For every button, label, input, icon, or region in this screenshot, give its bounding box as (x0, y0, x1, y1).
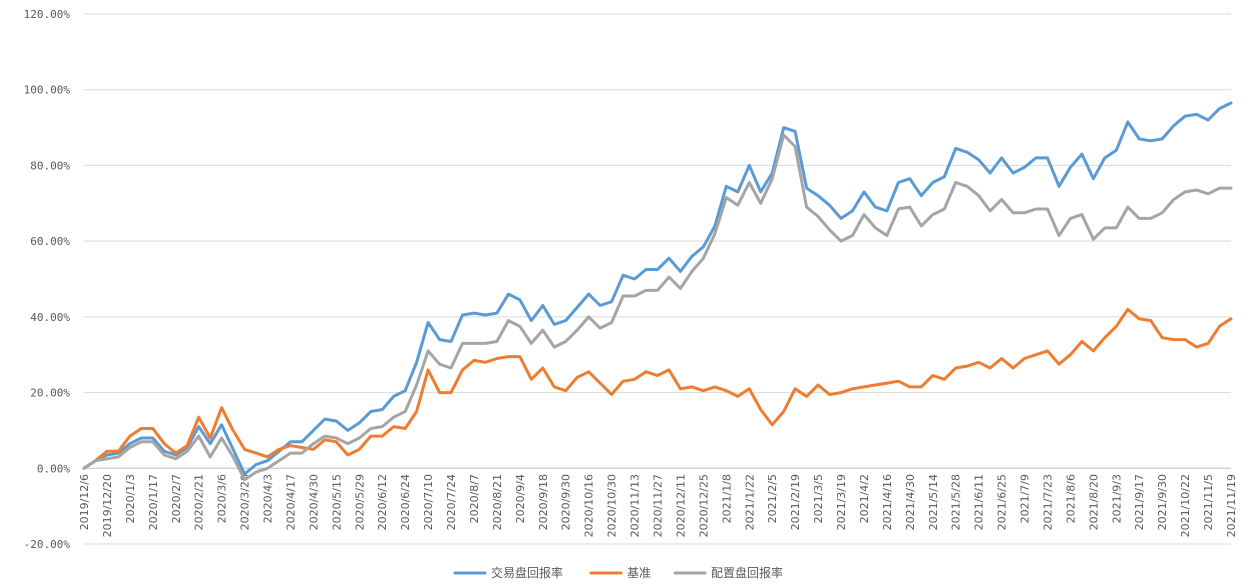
x-tick-label: 2021/8/6 (1064, 474, 1077, 523)
x-tick-label: 2020/1/3 (124, 474, 137, 523)
x-tick-label: 2020/5/29 (353, 474, 366, 530)
x-tick-label: 2021/6/25 (996, 474, 1009, 530)
y-tick-label: 20.00% (30, 387, 70, 400)
x-tick-label: 2020/4/3 (262, 474, 275, 523)
x-tick-label: 2021/4/2 (858, 474, 871, 523)
x-tick-label: 2021/2/5 (766, 474, 779, 523)
y-tick-label: -20.00% (24, 538, 71, 551)
x-tick-label: 2020/4/30 (307, 474, 320, 530)
x-tick-label: 2021/7/9 (1019, 474, 1032, 523)
x-tick-label: 2020/11/27 (652, 474, 665, 537)
x-tick-label: 2020/9/18 (537, 474, 550, 530)
x-tick-label: 2021/5/14 (927, 474, 940, 530)
legend-label: 配置盘回报率 (711, 565, 783, 580)
legend-label: 交易盘回报率 (491, 565, 563, 580)
x-tick-label: 2021/8/20 (1087, 474, 1100, 530)
x-tick-label: 2020/6/12 (376, 474, 389, 530)
x-axis-tick-labels: 2019/12/6 2019/12/20 2020/1/3 2020/1/17 2020… (78, 474, 1238, 537)
x-tick-label: 2020/5/15 (330, 474, 343, 530)
x-tick-label: 2020/11/13 (629, 474, 642, 537)
x-tick-label: 2020/1/17 (147, 474, 160, 530)
series-lines (82, 101, 1233, 482)
x-tick-label: 2020/3/20 (239, 474, 252, 530)
series-line-1 (82, 307, 1233, 470)
y-tick-label: 40.00% (30, 311, 70, 324)
y-tick-label: 0.00% (37, 462, 70, 475)
y-tick-label: 60.00% (30, 235, 70, 248)
x-tick-label: 2021/1/8 (720, 474, 733, 523)
x-tick-label: 2020/4/17 (284, 474, 297, 530)
x-tick-label: 2021/7/23 (1041, 474, 1054, 530)
x-tick-label: 2020/9/4 (514, 474, 527, 523)
x-tick-label: 2020/12/11 (674, 474, 687, 537)
y-axis-tick-labels: -20.00% 0.00% 20.00% 40.00% 60.00% 80.00% 100.… (24, 8, 71, 551)
x-tick-label: 2020/12/25 (697, 474, 710, 537)
x-tick-label: 2020/8/7 (468, 474, 481, 523)
x-tick-label: 2020/6/24 (399, 474, 412, 530)
x-tick-label: 2021/4/30 (904, 474, 917, 530)
x-tick-label: 2021/3/5 (812, 474, 825, 523)
y-tick-label: 100.00% (24, 84, 71, 97)
x-tick-label: 2021/1/22 (743, 474, 756, 530)
x-tick-label: 2019/12/6 (78, 474, 91, 530)
x-tick-label: 2021/4/16 (881, 474, 894, 530)
legend-label: 基准 (627, 566, 651, 580)
x-tick-label: 2021/9/17 (1133, 474, 1146, 530)
x-tick-label: 2019/12/20 (101, 474, 114, 537)
x-tick-label: 2021/10/22 (1179, 474, 1192, 537)
x-tick-label: 2021/9/3 (1110, 474, 1123, 523)
x-tick-label: 2021/3/19 (835, 474, 848, 530)
x-tick-label: 2021/6/11 (973, 474, 986, 530)
y-tick-label: 120.00% (24, 8, 71, 21)
x-tick-label: 2020/7/24 (445, 474, 458, 530)
x-tick-label: 2020/10/16 (583, 474, 596, 537)
x-tick-label: 2020/7/10 (422, 474, 435, 530)
x-tick-label: 2021/11/5 (1202, 474, 1215, 530)
x-tick-label: 2021/5/28 (950, 474, 963, 530)
y-tick-label: 80.00% (30, 159, 70, 172)
legend: 交易盘回报率 基准 配置盘回报率 (453, 565, 783, 580)
x-tick-label: 2021/2/19 (789, 474, 802, 530)
x-tick-label: 2020/10/30 (606, 474, 619, 537)
x-tick-label: 2020/2/21 (193, 474, 206, 530)
gridlines (84, 13, 1231, 545)
x-tick-label: 2021/9/30 (1156, 474, 1169, 530)
x-tick-label: 2020/3/6 (216, 474, 229, 523)
series-line-0 (82, 101, 1233, 476)
x-tick-label: 2020/9/30 (560, 474, 573, 530)
series-line-2 (82, 133, 1233, 482)
x-tick-label: 2020/8/21 (491, 474, 504, 530)
x-tick-label: 2021/11/19 (1225, 474, 1238, 537)
x-tick-label: 2020/2/7 (170, 474, 183, 523)
